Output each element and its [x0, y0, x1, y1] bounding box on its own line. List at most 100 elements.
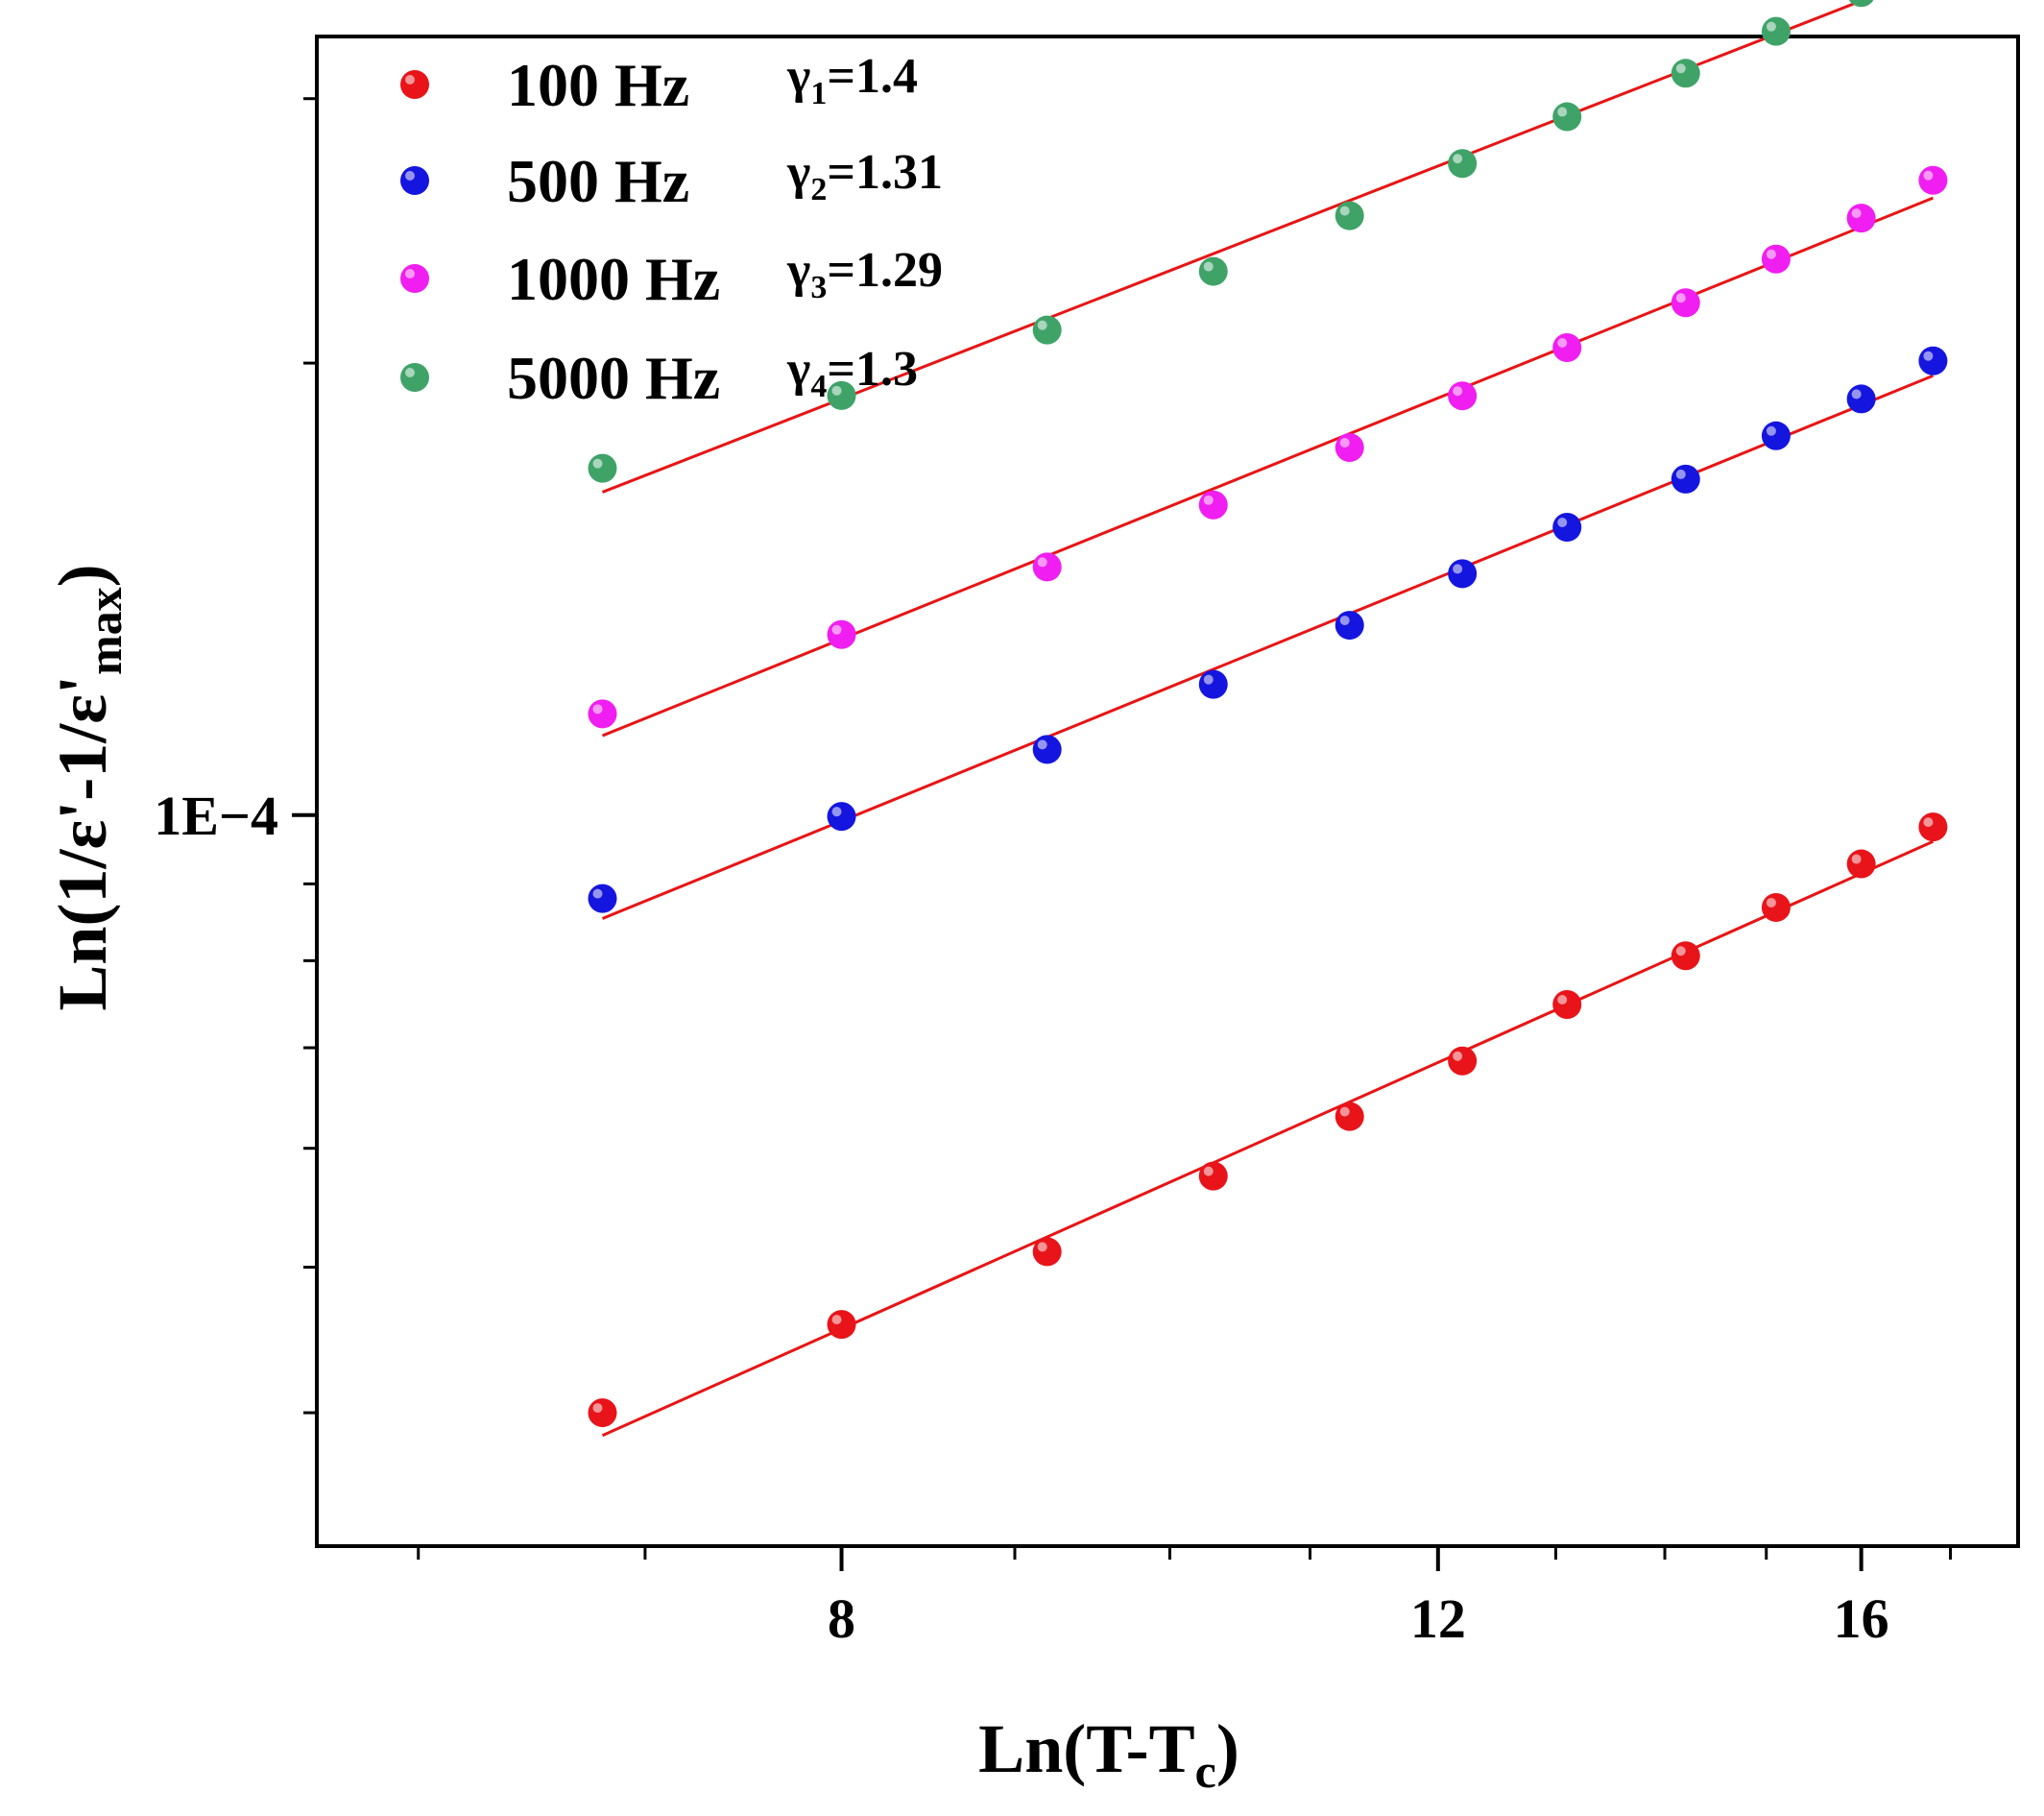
data-point	[1335, 201, 1364, 230]
legend-marker-highlight	[405, 269, 415, 278]
data-point	[1848, 0, 1874, 8]
gamma-label: γ1=1.4	[786, 49, 918, 111]
data-point-highlight	[1339, 616, 1350, 626]
x-tick-label: 12	[1410, 1587, 1466, 1650]
legend-label: 5000 Hz	[507, 344, 720, 412]
data-point	[1198, 669, 1228, 699]
legend-marker-highlight	[405, 171, 415, 181]
fit-line	[601, 374, 1934, 920]
data-point-highlight	[1851, 854, 1862, 864]
legend-label: 1000 Hz	[507, 245, 720, 313]
y-axis-ticks: 1E−4	[154, 785, 317, 847]
legend-marker	[400, 70, 429, 99]
data-point	[1761, 421, 1791, 450]
data-point-highlight	[1675, 469, 1686, 479]
fit-line	[601, 0, 1868, 494]
data-point-highlight	[1339, 438, 1350, 448]
data-point	[1335, 433, 1364, 463]
data-point-highlight	[1203, 674, 1214, 685]
data-point	[1761, 16, 1791, 46]
gamma-label: γ4=1.3	[786, 342, 918, 404]
legend-label: 500 Hz	[507, 147, 689, 215]
legend: 100 Hz γ1=1.4 500 Hz γ2=1.31 1000 Hz γ3=1.29 5…	[400, 49, 943, 412]
plot-frame	[315, 35, 2020, 1548]
data-point-highlight	[1037, 557, 1047, 568]
data-point	[1032, 735, 1062, 764]
data-point	[1846, 204, 1876, 233]
data-point	[1671, 288, 1700, 318]
data-point	[588, 1398, 617, 1428]
data-point-highlight	[592, 458, 603, 469]
data-point-highlight	[1766, 21, 1776, 32]
data-point-highlight	[592, 888, 603, 899]
data-point-highlight	[1766, 249, 1776, 259]
data-point-highlight	[1453, 386, 1463, 397]
data-point	[1671, 59, 1700, 88]
data-point-highlight	[1675, 63, 1686, 74]
x-tick-label: 8	[828, 1587, 855, 1650]
data-point	[1552, 102, 1582, 132]
data-point	[1198, 1161, 1228, 1191]
data-point	[1761, 892, 1791, 922]
data-points	[588, 0, 1948, 1428]
fit-lines	[601, 0, 1935, 1438]
data-point-highlight	[1203, 1166, 1214, 1176]
data-point	[1335, 611, 1364, 641]
data-point	[1761, 244, 1791, 274]
data-point-highlight	[831, 807, 842, 817]
minor-ticks	[303, 97, 1953, 1560]
fit-line	[601, 839, 1935, 1438]
fit-line	[601, 196, 1934, 738]
data-point	[827, 1310, 856, 1340]
data-point-highlight	[1923, 817, 1934, 828]
data-point	[1918, 812, 1948, 842]
y-tick-label: 1E−4	[154, 785, 278, 847]
data-point-highlight	[1557, 517, 1568, 527]
data-point-highlight	[1923, 170, 1934, 181]
data-point	[1198, 256, 1228, 286]
data-point-highlight	[1339, 1106, 1350, 1117]
data-point-highlight	[1037, 1242, 1047, 1252]
data-point-highlight	[1557, 337, 1568, 348]
data-point	[588, 699, 617, 729]
data-point	[1671, 941, 1700, 971]
gamma-label: γ3=1.29	[786, 243, 943, 305]
x-axis-ticks: 8 12 16	[828, 1546, 1889, 1650]
data-point	[1918, 165, 1948, 195]
x-axis-title: Ln(T-Tc)	[978, 1710, 1239, 1798]
data-point-highlight	[1766, 425, 1776, 436]
legend-marker	[400, 363, 429, 392]
data-point	[1448, 149, 1478, 179]
data-point-highlight	[1203, 495, 1214, 505]
data-point-highlight	[1203, 261, 1214, 272]
gamma-label: γ2=1.31	[786, 145, 943, 207]
data-point	[1918, 346, 1948, 375]
data-point-highlight	[592, 704, 603, 714]
legend-marker	[400, 264, 429, 293]
data-point-highlight	[831, 624, 842, 635]
data-point	[1032, 315, 1062, 345]
data-point-highlight	[831, 385, 842, 396]
data-point-highlight	[1557, 994, 1568, 1005]
data-point	[1552, 989, 1582, 1019]
data-point-highlight	[1923, 351, 1934, 361]
data-point	[1448, 559, 1478, 589]
x-tick-label: 16	[1834, 1587, 1889, 1650]
data-point-highlight	[1557, 107, 1568, 117]
data-point-highlight	[1453, 564, 1463, 574]
data-point	[827, 619, 856, 649]
data-point	[588, 453, 617, 483]
data-point-highlight	[1339, 206, 1350, 216]
data-point	[1552, 332, 1582, 362]
legend-marker-highlight	[405, 368, 415, 377]
data-point	[1448, 381, 1478, 411]
data-point-highlight	[592, 1403, 603, 1414]
data-point-highlight	[1766, 897, 1776, 908]
y-axis-title: Ln(1/ε'-1/ε'max)	[44, 564, 132, 1010]
legend-label: 100 Hz	[507, 51, 689, 119]
data-point-highlight	[1037, 739, 1047, 750]
legend-marker	[400, 166, 429, 195]
data-point-highlight	[1851, 389, 1862, 400]
